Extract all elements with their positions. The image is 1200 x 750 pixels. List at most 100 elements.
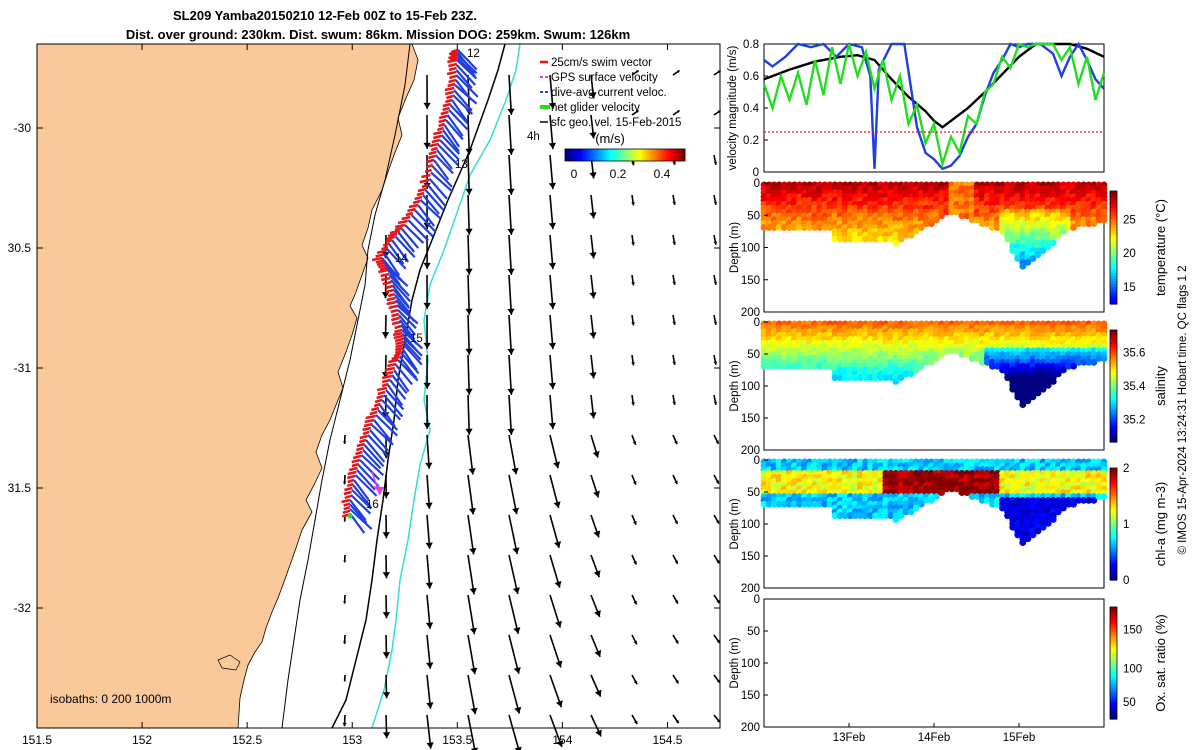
- vector-head: [382, 732, 391, 739]
- current-vector: [455, 64, 477, 86]
- vector-head: [713, 161, 718, 165]
- section-ytick-label: 100: [741, 243, 760, 255]
- section-colorbar-cell: [1110, 253, 1117, 257]
- swim-vector: [375, 259, 384, 264]
- section-cell: [1054, 231, 1062, 239]
- velocity-vector: [508, 514, 518, 555]
- vector-head: [423, 262, 431, 269]
- swim-vector: [375, 253, 385, 258]
- current-vector: [399, 319, 416, 341]
- section-colorbar-cell: [1110, 397, 1117, 401]
- section-colorbar-cell: [1110, 487, 1117, 491]
- colorbar-cell: [653, 149, 656, 161]
- section-colorbar-cell: [1110, 663, 1117, 667]
- section-panel: 0 50 100 150 200 Depth (m) 50 100 150 Ox. sat. ra…: [729, 594, 1168, 744]
- velocity-vector: [508, 154, 513, 195]
- current-vector: [407, 219, 430, 242]
- current-vector: [385, 389, 405, 411]
- vector-head: [423, 302, 431, 309]
- section-cell: [786, 500, 793, 508]
- section-cell: [923, 358, 930, 366]
- colorbar-tick-label: 0.4: [654, 167, 671, 181]
- section-cell: [841, 512, 849, 520]
- swim-vector: [376, 261, 385, 267]
- section-cell: [1065, 224, 1072, 231]
- vector-head: [589, 292, 597, 299]
- vector-head: [716, 599, 720, 604]
- current-vector: [349, 499, 367, 521]
- vector-head: [470, 707, 478, 715]
- vector-head: [672, 281, 676, 285]
- swim-vector: [346, 482, 354, 488]
- swim-vector: [378, 268, 389, 274]
- swim-vector: [393, 334, 404, 340]
- section-cell: [994, 224, 1001, 231]
- section-cell: [821, 500, 829, 508]
- vector-head: [589, 412, 597, 419]
- section-cell: [1029, 531, 1037, 539]
- section-ytick-label: 150: [741, 690, 760, 702]
- swim-vector: [341, 498, 351, 504]
- swim-vector: [416, 191, 425, 197]
- section-cell: [897, 235, 905, 243]
- vector-head: [548, 262, 557, 270]
- section-cell: [907, 370, 915, 378]
- section-colorbar-cell: [1110, 470, 1117, 475]
- current-vector: [383, 252, 401, 277]
- section-colorbar-tick: 150: [1123, 624, 1142, 636]
- section-cell: [1044, 382, 1052, 389]
- colorbar-cell: [571, 149, 574, 161]
- current-vector: [456, 54, 478, 75]
- vector-head: [425, 502, 433, 509]
- section-cell: [983, 496, 991, 504]
- section-cell: [978, 496, 986, 504]
- section-cell: [892, 378, 900, 385]
- section-colorbar-cell: [1110, 330, 1117, 334]
- section-colorbar-cell: [1110, 402, 1117, 407]
- section-ylabel: Depth (m): [729, 637, 741, 688]
- section-cell: [953, 485, 961, 493]
- section-panel: 0 50 100 150 200 Depth (m) 35.2 35.4 35.6 salinit…: [729, 317, 1168, 457]
- vector-head: [465, 268, 473, 275]
- section-colorbar-cell: [1110, 705, 1117, 709]
- section-cell: [791, 224, 798, 231]
- section-colorbar-cell: [1110, 535, 1117, 539]
- section-cell: [841, 374, 849, 382]
- vector-head: [423, 142, 431, 149]
- section-cell: [1065, 362, 1072, 370]
- vel-ytick-label: 0.4: [743, 103, 760, 115]
- vector-head: [426, 742, 434, 749]
- section-cell: [1014, 531, 1022, 539]
- velocity-vector: [467, 194, 471, 235]
- current-vector: [442, 129, 460, 153]
- vector-head: [589, 92, 597, 99]
- velocity-series-line: [762, 42, 1106, 169]
- section-cell: [765, 362, 773, 370]
- vector-head: [553, 501, 561, 509]
- section-colorbar-tick: 50: [1123, 697, 1136, 709]
- swim-vector: [433, 134, 442, 140]
- section-colorbar-cell: [1110, 484, 1117, 489]
- section-cell: [1009, 385, 1017, 393]
- section-cell: [780, 500, 788, 508]
- swim-vector: [445, 90, 454, 96]
- section-cell: [892, 239, 900, 247]
- colorbar-cell: [615, 149, 618, 161]
- vector-head: [633, 680, 638, 685]
- current-vector: [404, 224, 425, 244]
- swim-vector: [447, 82, 456, 88]
- section-colorbar-cell: [1110, 191, 1117, 195]
- section-cell: [1014, 393, 1022, 401]
- section-ytick-label: 0: [754, 455, 760, 467]
- swim-vector: [381, 246, 389, 251]
- title-line-1: SL209 Yamba20150210 12-Feb 00Z to 15-Feb…: [173, 8, 477, 23]
- vector-head: [713, 201, 718, 205]
- vector-head: [633, 521, 637, 525]
- section-colorbar-cell: [1110, 671, 1117, 675]
- section-cell: [836, 235, 844, 243]
- current-vector: [352, 484, 372, 508]
- section-colorbar-cell: [1110, 292, 1117, 297]
- map-panel: 151.5 152 152.5 153 153.5 154 154.5 -30 30.5 -31…: [8, 43, 722, 750]
- swim-vector: [347, 470, 357, 476]
